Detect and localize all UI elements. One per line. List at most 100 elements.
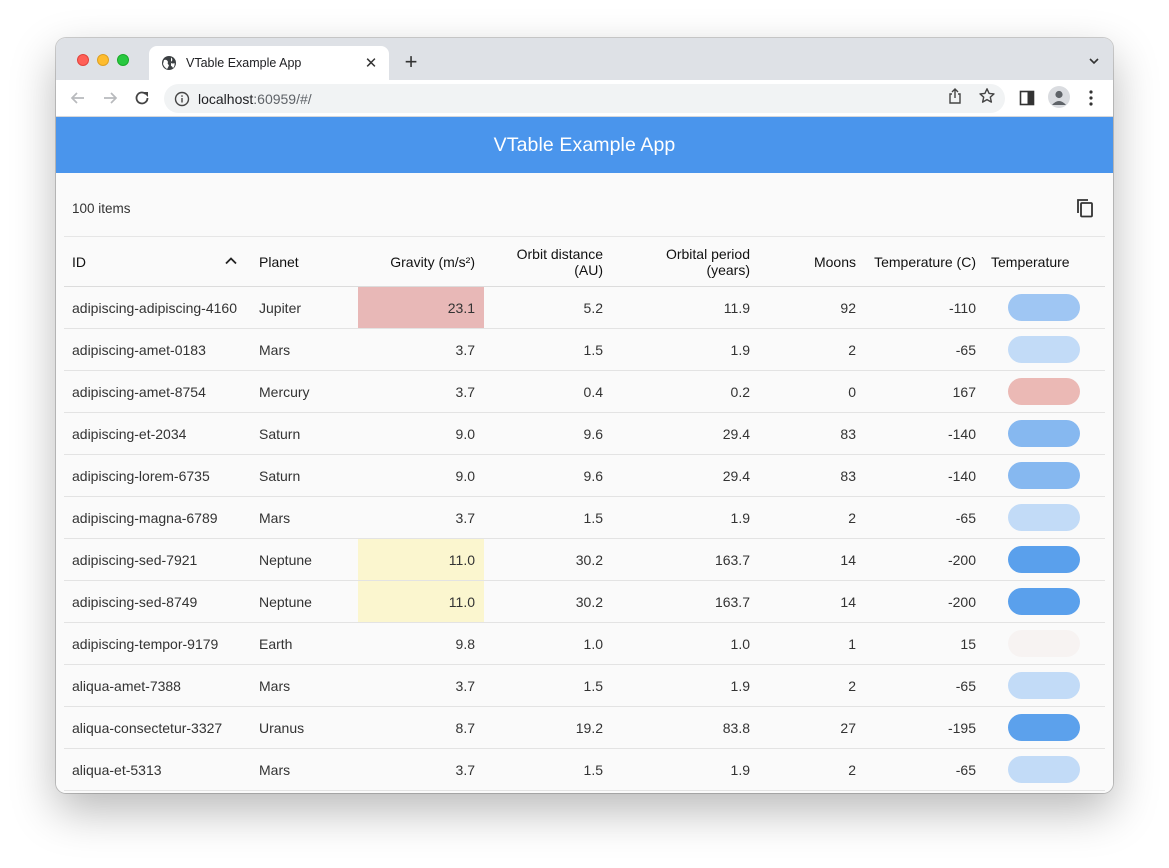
moons-cell: 83 <box>840 467 856 484</box>
temperature-pill <box>1008 294 1080 321</box>
more-menu-icon[interactable] <box>1086 89 1096 107</box>
profile-avatar[interactable] <box>1048 86 1070 108</box>
table-row[interactable]: adipiscing-et-2034 Saturn 9.0 9.6 29.4 83 -140 <box>64 413 1105 455</box>
orbit-distance-cell: 9.6 <box>583 467 603 484</box>
id-cell: aliqua-et-5313 <box>72 761 162 778</box>
table-row[interactable]: adipiscing-magna-6789 Mars 3.7 1.5 1.9 2 -65 <box>64 497 1105 539</box>
table-row[interactable]: adipiscing-lorem-6735 Saturn 9.0 9.6 29.4 83 -… <box>64 455 1105 497</box>
id-cell: adipiscing-tempor-9179 <box>72 635 219 652</box>
copy-icon[interactable] <box>1074 197 1096 219</box>
gravity-cell: 3.7 <box>455 341 475 358</box>
planet-cell: Mercury <box>259 383 310 400</box>
app-bar: VTable Example App <box>56 117 1113 173</box>
reload-icon[interactable] <box>132 88 152 108</box>
temperature-bar-cell <box>985 287 1105 328</box>
new-tab-icon[interactable]: + <box>404 49 418 74</box>
orbit-distance-cell: 30.2 <box>575 551 603 568</box>
close-tab-icon[interactable]: ✕ <box>364 55 378 72</box>
close-window-button[interactable] <box>77 54 89 66</box>
temperature-cell: -65 <box>955 341 976 358</box>
id-cell: adipiscing-sed-8749 <box>72 593 198 610</box>
gravity-cell: 3.7 <box>455 509 475 526</box>
column-header-planet[interactable]: Planet <box>259 253 299 270</box>
info-icon[interactable] <box>174 91 190 107</box>
forward-arrow-icon[interactable] <box>100 88 120 108</box>
gravity-cell: 8.7 <box>455 719 475 736</box>
orbit-distance-cell: 1.5 <box>583 341 603 358</box>
temperature-cell: -65 <box>955 761 976 778</box>
browser-window: VTable Example App ✕ + localhost:60959/#… <box>56 38 1113 793</box>
orbit-distance-cell: 1.0 <box>583 635 603 652</box>
gravity-cell: 3.7 <box>455 383 475 400</box>
gravity-cell: 23.1 <box>358 287 484 328</box>
table-row[interactable]: adipiscing-amet-0183 Mars 3.7 1.5 1.9 2 -65 <box>64 329 1105 371</box>
temperature-bar-cell <box>985 749 1105 790</box>
column-header-temperature-bar[interactable]: Temperature <box>991 253 1070 270</box>
orbit-distance-cell: 9.6 <box>583 425 603 442</box>
chevron-down-icon[interactable] <box>1089 56 1099 66</box>
browser-toolbar: localhost:60959/#/ <box>56 80 1113 117</box>
moons-cell: 2 <box>848 761 856 778</box>
id-cell: adipiscing-amet-8754 <box>72 383 206 400</box>
table-row[interactable]: adipiscing-adipiscing-4160 Jupiter 23.1 5.2… <box>64 287 1105 329</box>
column-header-orbital-period[interactable]: Orbital period (years) <box>665 245 750 278</box>
temperature-cell: -140 <box>947 467 976 484</box>
orbit-distance-cell: 1.5 <box>583 761 603 778</box>
table-row[interactable]: adipiscing-tempor-9179 Earth 9.8 1.0 1.0 1 15 <box>64 623 1105 665</box>
temperature-cell: -65 <box>955 509 976 526</box>
planet-cell: Neptune <box>259 593 312 610</box>
globe-icon <box>162 56 176 70</box>
table-row[interactable]: adipiscing-sed-8749 Neptune 11.0 30.2 163.7 1… <box>64 581 1105 623</box>
item-count: 100 items <box>72 201 131 216</box>
temperature-cell: -195 <box>947 719 976 736</box>
column-header-id[interactable]: ID <box>72 253 86 270</box>
column-header-temperature[interactable]: Temperature (C) <box>874 253 976 270</box>
column-header-orbit-distance[interactable]: Orbit distance (AU) <box>516 245 603 278</box>
column-header-gravity[interactable]: Gravity (m/s²) <box>390 253 475 270</box>
planet-cell: Earth <box>259 635 293 652</box>
orbit-distance-cell: 5.2 <box>583 299 603 316</box>
orbital-period-cell: 0.2 <box>730 383 750 400</box>
id-cell: adipiscing-amet-0183 <box>72 341 206 358</box>
temperature-cell: -65 <box>955 677 976 694</box>
table-row[interactable]: adipiscing-amet-8754 Mercury 3.7 0.4 0.2 0 167 <box>64 371 1105 413</box>
table-row[interactable]: aliqua-et-5313 Mars 3.7 1.5 1.9 2 -65 <box>64 749 1105 791</box>
bookmark-star-icon[interactable] <box>978 87 996 105</box>
orbital-period-cell: 83.8 <box>722 719 750 736</box>
orbital-period-cell: 1.9 <box>730 761 750 778</box>
temperature-pill <box>1008 630 1080 657</box>
table-row[interactable]: adipiscing-sed-7921 Neptune 11.0 30.2 163.7 1… <box>64 539 1105 581</box>
orbital-period-cell: 29.4 <box>722 425 750 442</box>
id-cell: adipiscing-magna-6789 <box>72 509 218 526</box>
orbital-period-cell: 163.7 <box>714 593 750 610</box>
orbit-distance-cell: 0.4 <box>583 383 603 400</box>
table-body: adipiscing-adipiscing-4160 Jupiter 23.1 5.2… <box>64 287 1105 791</box>
address-bar[interactable]: localhost:60959/#/ <box>164 84 1005 113</box>
orbit-distance-cell: 19.2 <box>575 719 603 736</box>
planet-cell: Mars <box>259 761 291 778</box>
orbital-period-cell: 11.9 <box>723 299 750 316</box>
moons-cell: 2 <box>848 509 856 526</box>
table-row[interactable]: aliqua-amet-7388 Mars 3.7 1.5 1.9 2 -65 <box>64 665 1105 707</box>
id-cell: adipiscing-adipiscing-4160 <box>72 299 237 316</box>
zoom-window-button[interactable] <box>117 54 129 66</box>
moons-cell: 27 <box>840 719 856 736</box>
orbital-period-cell: 163.7 <box>714 551 750 568</box>
column-header-moons[interactable]: Moons <box>813 253 856 270</box>
back-arrow-icon[interactable] <box>68 88 88 108</box>
table-row[interactable]: aliqua-consectetur-3327 Uranus 8.7 19.2 83.8… <box>64 707 1105 749</box>
temperature-cell: 15 <box>960 635 976 652</box>
moons-cell: 0 <box>848 383 856 400</box>
side-panel-icon[interactable] <box>1018 89 1036 107</box>
share-icon[interactable] <box>946 87 964 105</box>
chevron-up-icon[interactable] <box>224 254 238 268</box>
app-title: VTable Example App <box>493 133 676 156</box>
temperature-pill <box>1008 546 1080 573</box>
temperature-bar-cell <box>985 497 1105 538</box>
minimize-window-button[interactable] <box>97 54 109 66</box>
browser-tab[interactable]: VTable Example App ✕ <box>149 46 389 80</box>
tab-title: VTable Example App <box>186 56 302 70</box>
temperature-bar-cell <box>985 413 1105 454</box>
temperature-pill <box>1008 588 1080 615</box>
gravity-cell: 9.0 <box>455 467 475 484</box>
